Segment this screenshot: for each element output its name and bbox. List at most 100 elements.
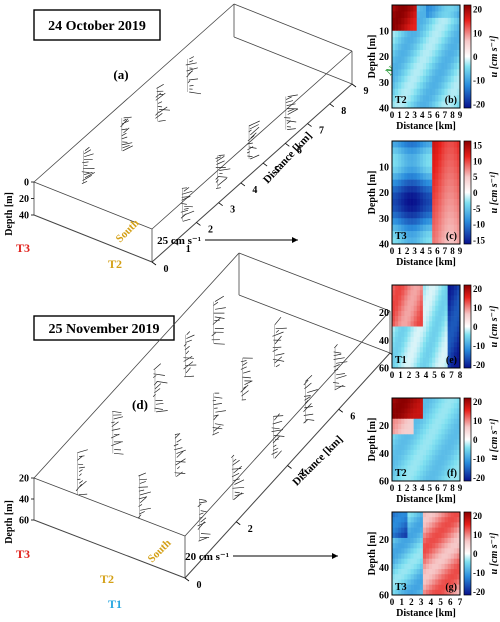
heatmap-cell <box>392 211 396 219</box>
heatmap-cell <box>410 198 414 206</box>
heatmap-cell <box>435 475 439 482</box>
heatmap-cell <box>432 537 436 544</box>
heatmap-cell <box>398 470 402 477</box>
heatmap-cell <box>432 543 436 549</box>
heatmap-cell <box>447 43 452 51</box>
heatmap-cell <box>426 160 430 168</box>
heatmap-cell <box>447 331 452 338</box>
y-tick-label: 20 <box>379 52 389 63</box>
heatmap-cell <box>456 512 461 518</box>
y-axis-label: Depth [m] <box>367 171 378 215</box>
heatmap-cell <box>432 352 436 358</box>
heatmap-cell <box>392 512 396 518</box>
heatmap-cell <box>410 305 414 312</box>
heatmap-cell <box>419 186 424 193</box>
heatmap-cell <box>432 295 436 301</box>
heatmap-cell <box>404 11 408 19</box>
heatmap-cell <box>441 475 445 482</box>
heatmap-cell <box>419 527 424 534</box>
heatmap-cell <box>438 569 442 575</box>
heatmap-cell <box>435 569 439 575</box>
heatmap-cell <box>456 316 461 322</box>
heatmap-cell <box>447 584 452 591</box>
heatmap-cell <box>416 470 421 477</box>
heatmap-cell <box>432 147 436 155</box>
heatmap-cell <box>444 558 448 565</box>
heatmap-cell <box>404 75 408 83</box>
heatmap-cell <box>401 305 405 312</box>
heatmap-cell <box>419 321 424 327</box>
heatmap-cell <box>456 310 461 317</box>
heatmap-cell <box>441 434 445 440</box>
heatmap-cell <box>401 342 405 348</box>
heatmap-cell <box>432 211 436 219</box>
heatmap-cell <box>407 88 411 96</box>
heatmap-cell <box>407 362 411 369</box>
heatmap-cell <box>429 563 433 570</box>
heatmap-cell <box>441 532 445 539</box>
heatmap-cell <box>410 43 414 51</box>
heatmap-cell <box>398 173 402 180</box>
heatmap-cell <box>429 413 433 420</box>
heatmap-cell <box>432 50 436 57</box>
heatmap-cell <box>447 336 452 343</box>
heatmap-cell <box>410 160 414 168</box>
heatmap-cell <box>450 218 455 225</box>
heatmap-cell <box>453 357 458 364</box>
heatmap-cell <box>426 347 430 353</box>
heatmap-cell <box>447 321 452 327</box>
heatmap-cell <box>441 589 445 596</box>
heatmap-cell <box>453 342 458 348</box>
heatmap-cell <box>429 237 433 245</box>
heatmap-cell <box>450 198 455 206</box>
heatmap-cell <box>453 475 458 482</box>
heatmap-cell <box>416 101 421 109</box>
y-axis-label: Depth [m] <box>367 35 378 79</box>
heatmap-cell <box>401 449 405 456</box>
heatmap-cell <box>426 455 430 461</box>
heatmap-cell <box>398 75 402 83</box>
heatmap-cell <box>426 434 430 440</box>
heatmap-cell <box>438 537 442 544</box>
heatmap-cell <box>450 475 455 482</box>
panel-label: (e) <box>446 355 457 366</box>
heatmap-cell <box>392 429 396 435</box>
heatmap-cell <box>426 418 430 425</box>
heatmap-cell <box>447 455 452 461</box>
heatmap-cell <box>450 160 455 168</box>
heatmap-cell <box>422 316 427 322</box>
heatmap-cell <box>441 30 445 38</box>
heatmap-cell <box>447 82 452 89</box>
heatmap-cell <box>392 434 396 440</box>
colorbar-label: u [cm s⁻¹] <box>489 171 500 213</box>
heatmap-cell <box>398 11 402 19</box>
heatmap-cell <box>441 553 445 559</box>
heatmap-cell <box>453 290 458 296</box>
heatmap-cell <box>404 192 408 200</box>
heatmap-cell <box>398 56 402 64</box>
heatmap-cell <box>401 62 405 70</box>
heatmap-cell <box>410 352 414 358</box>
heatmap-cell <box>441 527 445 534</box>
x-tick-label: 1 <box>398 370 403 380</box>
heatmap-cell <box>456 186 461 193</box>
heatmap-cell <box>456 423 461 430</box>
heatmap-cell <box>416 290 421 296</box>
heatmap-cell <box>395 543 399 549</box>
heatmap-cell <box>450 423 455 430</box>
heatmap-cell <box>453 418 458 425</box>
velocity-vector-stack <box>185 56 202 95</box>
heatmap-cell <box>447 527 452 534</box>
y-tick <box>184 577 190 582</box>
heatmap-cell <box>398 352 402 358</box>
heatmap-cell <box>438 305 442 312</box>
heatmap-cell <box>438 237 442 245</box>
heatmap-cell <box>413 543 418 549</box>
heatmap-cell <box>401 512 405 518</box>
heatmap-cell <box>444 465 448 471</box>
heatmap-cell <box>438 398 442 404</box>
heatmap-cell <box>395 69 399 77</box>
heatmap-cell <box>398 30 402 38</box>
heatmap-cell <box>432 475 436 482</box>
heatmap-cell <box>410 310 414 317</box>
